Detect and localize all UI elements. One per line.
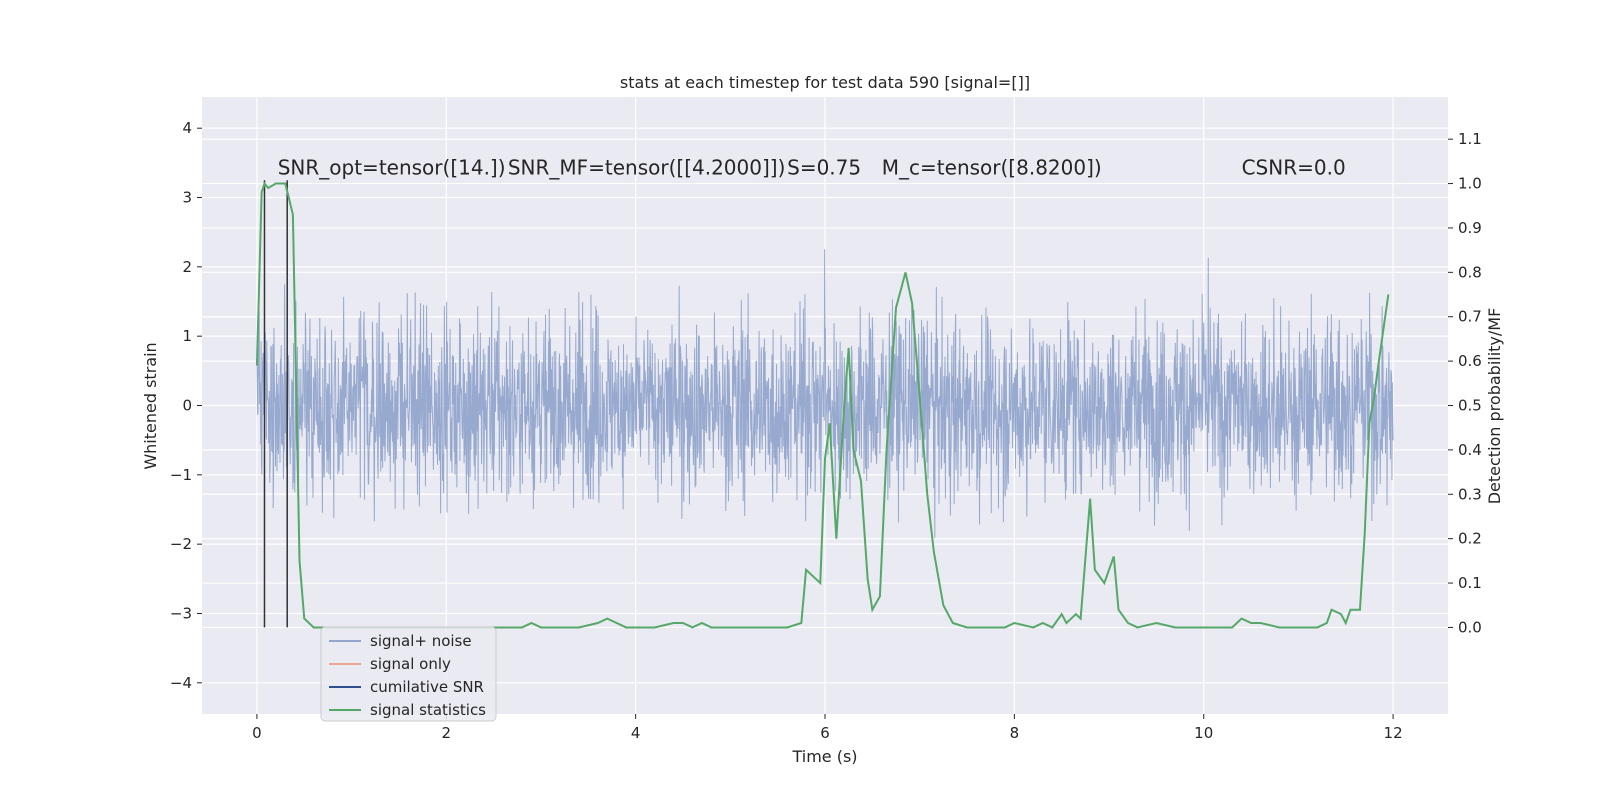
y2-axis-label: Detection probability/MF [1485,308,1504,505]
y2-tick-label: 0.9 [1458,219,1482,237]
chart-title: stats at each timestep for test data 590… [620,73,1030,92]
annotation-text: CSNR=0.0 [1242,156,1346,180]
legend-label: signal statistics [370,701,486,719]
y-tick-label: −1 [170,466,192,484]
y2-tick-label: 0.3 [1458,485,1482,503]
y2-tick-label: 0.0 [1458,618,1482,636]
y2-tick-label: 0.4 [1458,441,1482,459]
annotations: SNR_opt=tensor([14.]) SNR_MF=tensor([[4.2… [278,156,1346,180]
y2-tick-label: 1.1 [1458,130,1482,148]
y2-tick-label: 0.6 [1458,352,1482,370]
y2-tick-label: 0.7 [1458,308,1482,326]
series-signal-noise [256,249,1394,538]
y2-tick-label: 0.2 [1458,530,1482,548]
y-tick-label: 0 [182,397,192,415]
y-tick-label: −3 [170,604,192,622]
legend-label: signal+ noise [370,632,472,650]
legend-label: cumilative SNR [370,678,484,696]
x-tick-label: 2 [442,724,452,742]
y2-tick-label: 1.0 [1458,175,1482,193]
annotation-text: SNR_opt=tensor([14.]) [278,156,506,180]
legend-box [320,626,497,722]
x-tick-label: 6 [820,724,830,742]
y-tick-label: 3 [182,189,192,207]
y-tick-label: 4 [182,119,192,137]
annotation-text: SNR_MF=tensor([[4.2000]]) [508,156,786,180]
vertical-markers [263,180,288,628]
y-axis-label: Whitened strain [141,342,160,469]
x-axis-label: Time (s) [791,747,857,766]
axis-ticks: 0 2 4 6 8 10 12−4−3−2−1012340.00.10.20.30.40.5… [170,119,1482,742]
legend: signal+ noise signal only cumilative SNR si… [320,626,497,722]
y2-tick-label: 0.8 [1458,263,1482,281]
y-tick-label: 1 [182,327,192,345]
y-tick-label: 2 [182,258,192,276]
x-tick-label: 0 [252,724,262,742]
annotation-text: S=0.75 [787,156,861,180]
x-tick-label: 8 [1010,724,1020,742]
y2-tick-label: 0.1 [1458,574,1482,592]
x-tick-label: 10 [1194,724,1213,742]
y2-tick-label: 0.5 [1458,397,1482,415]
y-tick-label: −2 [170,535,192,553]
noise-line [256,249,1394,538]
y-tick-label: −4 [170,674,192,692]
x-tick-label: 12 [1384,724,1403,742]
annotation-text: M_c=tensor([8.8200]) [882,156,1102,180]
legend-label: signal only [370,655,451,673]
x-tick-label: 4 [631,724,641,742]
